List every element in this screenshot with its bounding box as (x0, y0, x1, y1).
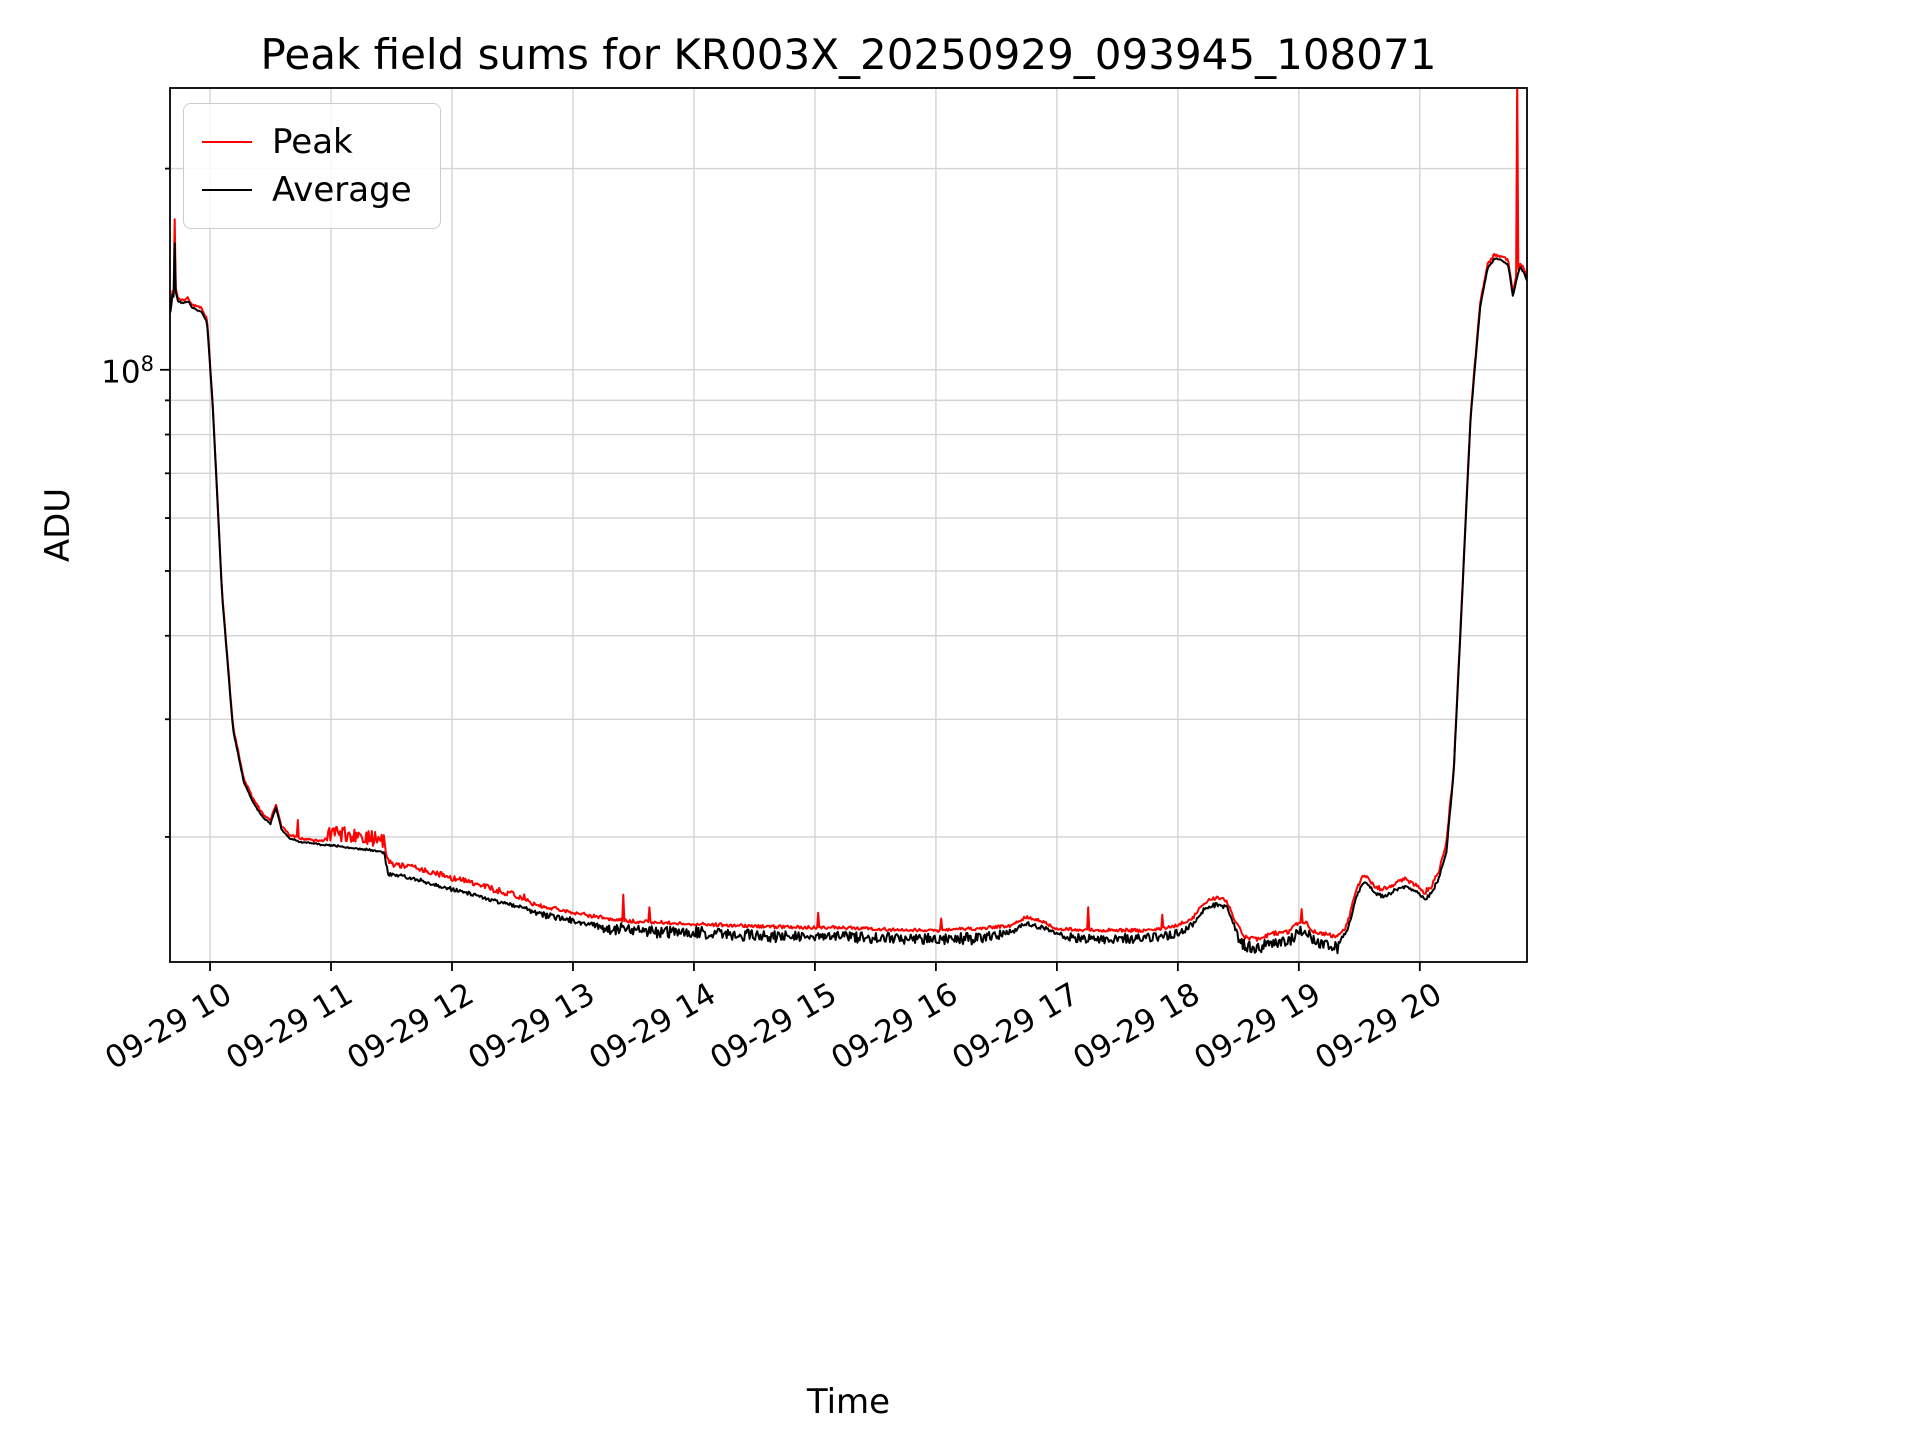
legend-label-average: Average (272, 170, 412, 210)
x-axis-label: Time (806, 1382, 891, 1422)
y-tick-base: 10 (101, 354, 141, 391)
y-axis-label: ADU (38, 487, 78, 563)
legend-label-peak: Peak (272, 122, 353, 162)
y-tick-exponent: 8 (140, 352, 154, 376)
peak-series-line (170, 88, 1527, 942)
grid (170, 88, 1527, 962)
axes-frame (160, 87, 1528, 971)
average-line-sample (202, 189, 252, 191)
chart-title: Peak field sums for KR003X_20250929_0939… (260, 30, 1437, 79)
legend-item-peak: Peak (202, 118, 412, 166)
peak-line-sample (202, 141, 252, 143)
y-tick-label-1e8: 108 (86, 352, 154, 390)
average-series-line (170, 242, 1527, 955)
legend-item-average: Average (202, 166, 412, 214)
plot-border (169, 87, 1528, 963)
series-layer (170, 88, 1527, 955)
legend: Peak Average (183, 103, 441, 229)
